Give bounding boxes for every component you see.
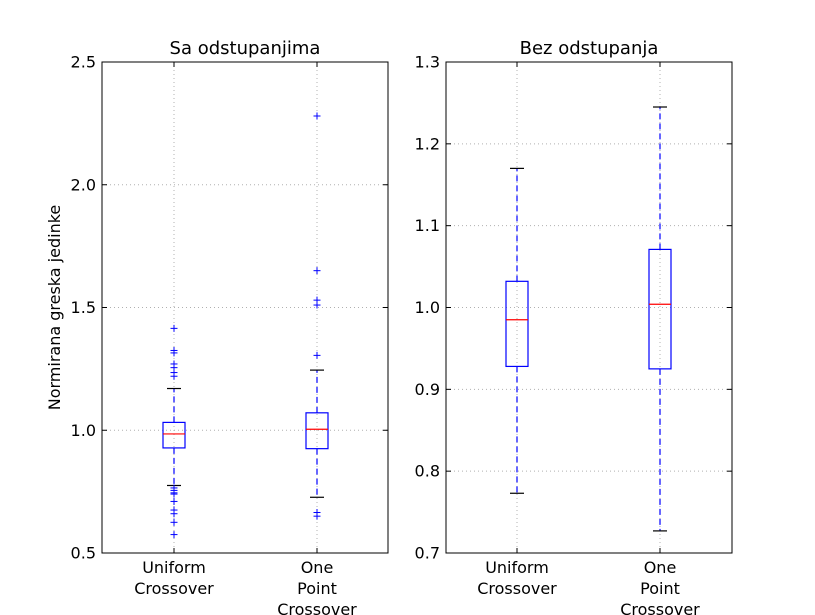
left-boxplot-panel: 0.5 1.0 1.5 2.0 2.5 Uniform Crossover One Point C… — [45, 38, 389, 615]
outlier-point — [170, 349, 178, 357]
box — [505, 280, 529, 368]
axes-frame — [101, 61, 389, 554]
outlier-point — [313, 267, 321, 275]
box-group-2 — [648, 106, 672, 532]
x-tick-label-line: Point — [297, 579, 337, 598]
outlier-point — [170, 490, 178, 498]
chart-title: Bez odstupanja — [520, 38, 659, 59]
outlier-point — [170, 372, 178, 380]
y-tick-label: 0.7 — [415, 544, 440, 563]
x-tick-label-line: Crossover — [277, 600, 357, 615]
outlier-point — [170, 324, 178, 332]
x-tick-label: One Point Crossover — [277, 558, 357, 615]
y-tick-label: 2.0 — [71, 175, 96, 194]
outlier-point — [170, 531, 178, 539]
y-tick-label: 0.9 — [415, 380, 440, 399]
outlier-point — [313, 301, 321, 309]
outlier-point — [170, 510, 178, 518]
x-tick-label: One Point Crossover — [620, 558, 700, 615]
y-tick-label: 1.3 — [415, 53, 440, 72]
x-tick-label-line: Point — [640, 579, 680, 598]
outlier-point — [313, 351, 321, 359]
chart-title: Sa odstupanjima — [170, 38, 321, 59]
outlier-point — [170, 518, 178, 526]
outlier-point — [170, 497, 178, 505]
y-tick-label: 1.0 — [415, 298, 440, 317]
y-tick-label: 0.5 — [71, 544, 96, 563]
box — [162, 421, 186, 449]
axes-frame — [445, 61, 733, 554]
y-tick-label: 2.5 — [71, 53, 96, 72]
x-tick-label-line: One — [301, 558, 334, 577]
x-tick-label: Uniform Crossover — [134, 558, 214, 598]
x-tick-label-line: Uniform — [485, 558, 549, 577]
box — [648, 248, 672, 370]
box — [305, 412, 329, 450]
outlier-point — [313, 512, 321, 520]
x-tick-label-line: Crossover — [134, 579, 214, 598]
x-tick-label: Uniform Crossover — [477, 558, 557, 598]
outlier-point — [313, 112, 321, 120]
x-tick-label-line: Crossover — [620, 600, 700, 615]
y-tick-label: 1.1 — [415, 216, 440, 235]
x-tick-label-line: One — [644, 558, 677, 577]
x-tick-label-line: Uniform — [142, 558, 206, 577]
y-tick-label: 1.2 — [415, 134, 440, 153]
y-tick-label: 1.0 — [71, 421, 96, 440]
box-group-1 — [505, 167, 529, 494]
box-group-1 — [162, 324, 186, 539]
y-tick-label: 0.8 — [415, 462, 440, 481]
x-tick-label-line: Crossover — [477, 579, 557, 598]
box-group-2 — [305, 112, 329, 520]
y-axis-label: Normirana greska jedinke — [45, 205, 64, 411]
y-tick-label: 1.5 — [71, 298, 96, 317]
